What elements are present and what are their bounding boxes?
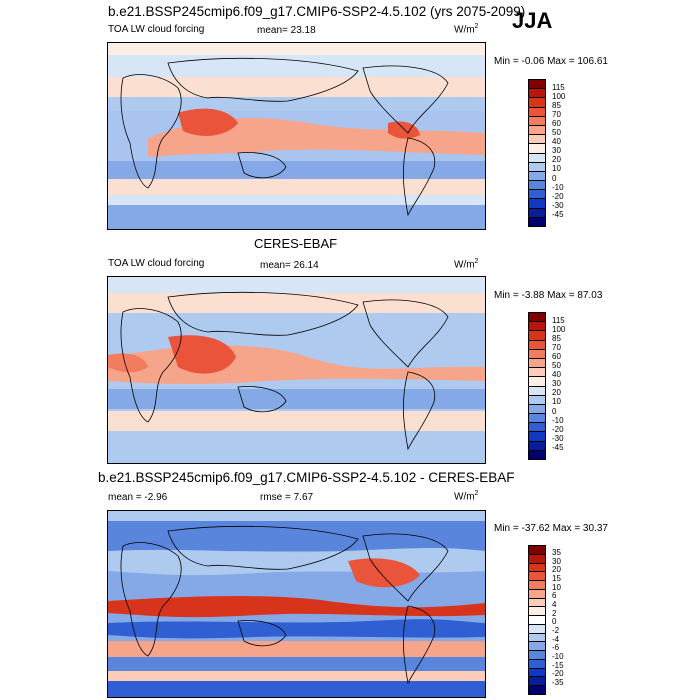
- panel3-map: [107, 510, 486, 698]
- panel1-colorbar-labels: 115 100 85 70 60 50 40 30 20 10 0 -10 -2…: [552, 83, 566, 219]
- panel3-minmax: Min = -37.62 Max = 30.37: [494, 523, 608, 534]
- panel3-map-field: [108, 511, 485, 697]
- panel2-map: [107, 276, 486, 464]
- panel2-title: CERES-EBAF: [254, 236, 338, 251]
- panel1-mean: mean= 23.18: [257, 25, 316, 36]
- panel3-title: b.e21.BSSP245cmip6.f09_g17.CMIP6-SSP2-4.…: [98, 470, 515, 485]
- panel2-minmax: Min = -3.88 Max = 87.03: [494, 290, 603, 301]
- panel3-colorbar: [528, 545, 546, 695]
- panel1-field-label: TOA LW cloud forcing: [108, 24, 205, 35]
- season-label: JJA: [512, 8, 553, 33]
- panel1-map: [107, 42, 486, 230]
- panel3-rmse: rmse = 7.67: [260, 492, 314, 503]
- panel3-mean: mean = -2.96: [108, 492, 168, 503]
- panel1-colorbar: [528, 79, 546, 227]
- panel1-units: W/m2: [454, 23, 479, 36]
- panel2-map-field: [108, 277, 485, 463]
- panel3-units: W/m2: [454, 490, 479, 503]
- panel2-colorbar: [528, 312, 546, 460]
- panel2-units: W/m2: [454, 258, 479, 271]
- panel2-mean: mean= 26.14: [260, 260, 319, 271]
- panel3-colorbar-labels: 35 30 20 15 10 6 4 2 0 -2 -4 -6 -10 -15 …: [552, 548, 564, 687]
- panel1-map-field: [108, 43, 485, 229]
- panel2-field-label: TOA LW cloud forcing: [108, 258, 205, 269]
- panel1-minmax: Min = -0.06 Max = 106.61: [494, 56, 608, 67]
- panel1-title: b.e21.BSSP245cmip6.f09_g17.CMIP6-SSP2-4.…: [108, 4, 526, 19]
- panel2-colorbar-labels: 115 100 85 70 60 50 40 30 20 10 0 -10 -2…: [552, 316, 566, 452]
